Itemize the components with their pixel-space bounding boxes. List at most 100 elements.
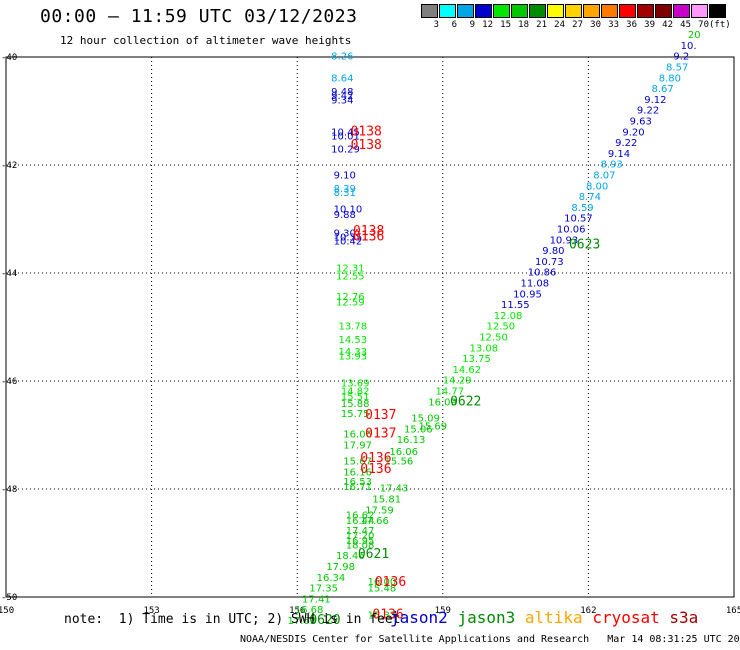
legend-swatch xyxy=(691,4,708,18)
legend-swatch xyxy=(421,4,438,18)
wave-height-label: 8.80 xyxy=(659,73,681,84)
wave-height-label: 8.07 xyxy=(593,171,615,182)
wave-height-label: 17.43 xyxy=(380,484,409,495)
y-tick-label: -42 xyxy=(1,161,17,171)
wave-height-label: 11.55 xyxy=(501,300,530,311)
wave-height-label: 9.88 xyxy=(334,210,356,221)
legend-labels: 3 6 9 12 15 18 21 24 27 30 33 36 39 42 45 70 (ft) xyxy=(421,20,731,30)
wave-height-label: 10.06 xyxy=(557,225,586,236)
wave-height-label: 17.47 xyxy=(346,526,375,537)
wave-height-label: 9.30 xyxy=(334,228,356,239)
wave-height-label: 17.35 xyxy=(309,584,338,595)
wave-height-label: 13.93 xyxy=(338,351,367,362)
page-subtitle: 12 hour collection of altimeter wave hei… xyxy=(60,34,352,47)
color-legend: 3 6 9 12 15 18 21 24 27 30 33 36 39 42 45 70 (ft) xyxy=(421,4,731,30)
wave-height-label: 10.10 xyxy=(334,205,363,216)
wave-height-label: 11.08 xyxy=(520,279,549,290)
wave-height-label: 9.14 xyxy=(608,149,630,160)
pass-number-label: 0138 xyxy=(351,138,382,153)
wave-height-label: 10.86 xyxy=(528,268,557,279)
legend-swatch xyxy=(673,4,690,18)
wave-height-label: 8.31 xyxy=(334,188,356,199)
wave-height-label: 17.63 xyxy=(287,616,316,627)
pass-number-label: 0136 xyxy=(372,608,403,623)
legend-swatch xyxy=(439,4,456,18)
wave-height-label: 15.09 xyxy=(411,414,440,425)
plot-frame xyxy=(5,56,735,598)
wave-height-label: 15.56 xyxy=(385,457,414,468)
wave-height-label: 17.41 xyxy=(302,594,331,605)
pass-number-label: 0136 xyxy=(375,575,406,590)
credit-line: NOAA/NESDIS Center for Satellite Applica… xyxy=(240,634,740,645)
legend-label: 42 xyxy=(662,20,673,30)
wave-height-label: 8.39 xyxy=(334,184,356,195)
legend-label: 12 xyxy=(482,20,493,30)
x-tick-label: 159 xyxy=(435,606,451,616)
wave-height-label: 14.62 xyxy=(453,365,482,376)
wave-height-label: 8.57 xyxy=(666,63,688,74)
wave-height-label: 15.75 xyxy=(341,409,370,420)
wave-height-label: 9.22 xyxy=(637,106,659,117)
satellite-name: s3a xyxy=(669,608,699,627)
legend-swatch xyxy=(493,4,510,18)
wave-height-label: 12.76 xyxy=(336,292,365,303)
wave-height-label: 12.59 xyxy=(336,297,365,308)
legend-label: 70 xyxy=(698,20,709,30)
wave-height-label: 13.69 xyxy=(341,378,370,389)
wave-height-label: 10.29 xyxy=(331,145,360,156)
y-tick-label: -50 xyxy=(1,593,17,603)
wave-height-label: 16.95 xyxy=(346,536,375,547)
legend-label: 9 xyxy=(469,20,475,30)
pass-number-label: 0137 xyxy=(365,408,396,423)
legend-label: 21 xyxy=(536,20,547,30)
wave-height-label: 14.33 xyxy=(338,347,367,358)
wave-height-label: 16.06 xyxy=(389,447,418,458)
pass-number-label: 0137 xyxy=(365,427,396,442)
wave-height-label: 15.48 xyxy=(368,584,397,595)
wave-height-label: 16.68 xyxy=(295,605,324,616)
x-tick-label: 165 xyxy=(726,606,740,616)
footnote: note: 1) Time is in UTC; 2) SWH is in fe… xyxy=(64,612,401,627)
x-tick-label: 156 xyxy=(289,606,305,616)
y-tick-label: -46 xyxy=(1,377,17,387)
legend-swatch xyxy=(637,4,654,18)
legend-label: 33 xyxy=(608,20,619,30)
pass-number-label: 0136 xyxy=(360,462,391,477)
legend-swatch xyxy=(529,4,546,18)
wave-height-label: 9.34 xyxy=(331,95,353,106)
wave-height-label: 12.50 xyxy=(479,333,508,344)
satellite-name: altika xyxy=(524,608,593,627)
wave-height-label: 15.06 xyxy=(404,424,433,435)
wave-height-label: 12.31 xyxy=(336,263,365,274)
wave-height-label: 17.66 xyxy=(360,516,389,527)
wave-height-label: 12.08 xyxy=(494,311,523,322)
wave-height-label: 18.46 xyxy=(336,551,365,562)
legend-label: (ft) xyxy=(709,20,731,30)
x-tick-label: 150 xyxy=(0,606,14,616)
legend-swatch xyxy=(655,4,672,18)
pass-number-label: 0138 xyxy=(351,124,382,139)
legend-swatch xyxy=(601,4,618,18)
wave-height-label: 16.62 xyxy=(346,511,375,522)
y-tick-label: -40 xyxy=(1,53,17,63)
wave-height-label: 9.2 xyxy=(673,52,689,63)
wave-height-label: 8.74 xyxy=(579,192,601,203)
wave-height-label: 14.29 xyxy=(443,376,472,387)
pass-number-label: 0136 xyxy=(353,230,384,245)
legend-swatch xyxy=(475,4,492,18)
wave-height-label: 10.01 xyxy=(331,132,360,143)
pass-number-label: 0623 xyxy=(569,238,600,253)
wave-height-label: 15.67 xyxy=(343,457,372,468)
wave-height-label: 8.26 xyxy=(331,52,353,63)
satellite-name: jason2 xyxy=(390,608,458,627)
wave-height-label: 15.88 xyxy=(341,399,370,410)
legend-label: 39 xyxy=(644,20,655,30)
legend-label: 45 xyxy=(680,20,691,30)
wave-height-label: 9.12 xyxy=(644,95,666,106)
legend-swatch xyxy=(511,4,528,18)
legend-swatch xyxy=(457,4,474,18)
y-tick-label: -48 xyxy=(1,485,17,495)
legend-swatch xyxy=(583,4,600,18)
legend-label: 3 xyxy=(433,20,439,30)
